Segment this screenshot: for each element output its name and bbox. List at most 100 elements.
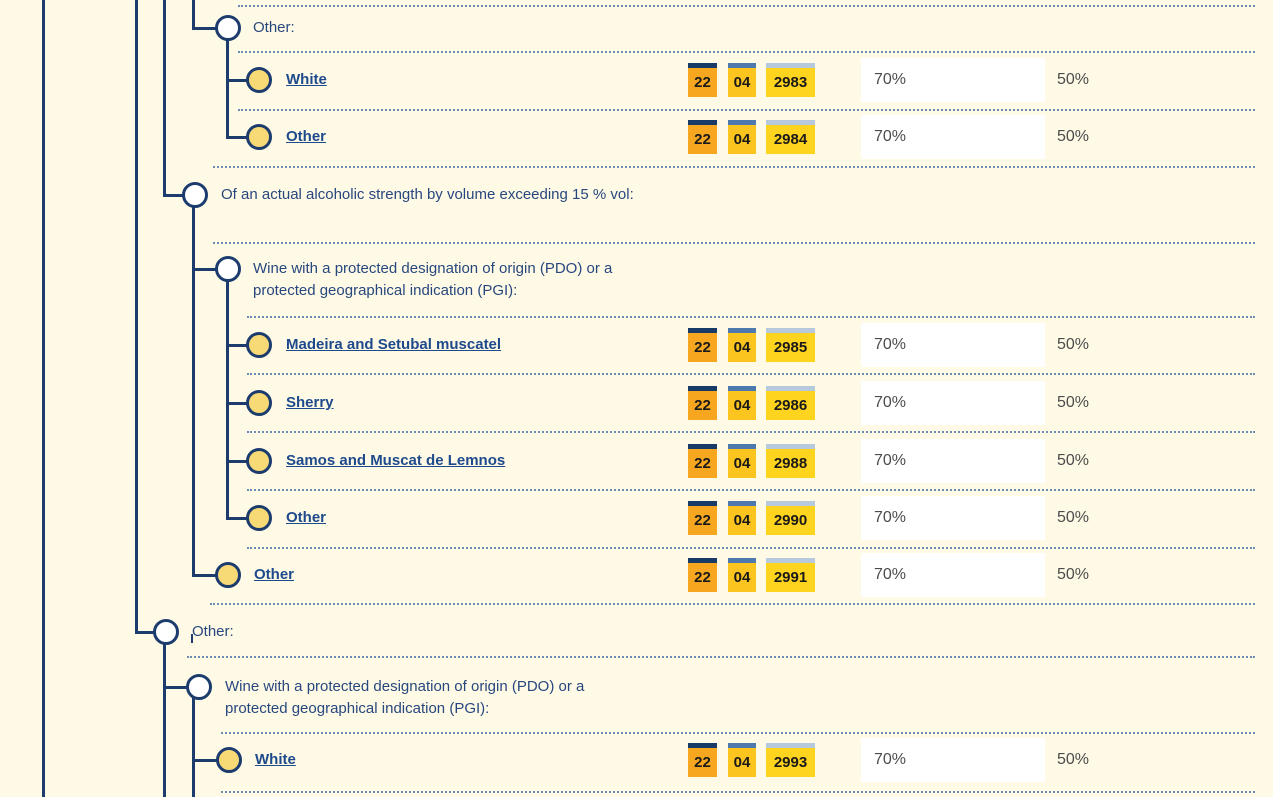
tree-node-bullet-sherry-2986 <box>246 390 272 416</box>
row-separator <box>247 316 1255 318</box>
badge-color-bar <box>728 743 756 748</box>
tree-node-toggle-pdo-pgi-2[interactable] <box>186 674 212 700</box>
preferential-rate: 50% <box>1057 452 1090 469</box>
tree-connector-elbow <box>226 402 248 405</box>
badge-color-bar <box>688 501 717 506</box>
node-label-pdo-pgi-1: Wine with a protected designation of ori… <box>253 260 613 299</box>
code-badge-subheading: 2983 <box>766 63 815 97</box>
preferential-rate: 50% <box>1057 566 1090 583</box>
badge-color-bar <box>688 120 717 125</box>
badge-color-bar <box>688 63 717 68</box>
code-badge-chapter: 22 <box>688 558 717 592</box>
preferential-rate: 50% <box>1057 509 1090 526</box>
tree-connector-line <box>192 0 195 30</box>
row-separator <box>187 656 1255 658</box>
node-link-other-2990[interactable]: Other <box>286 509 327 526</box>
duty-rate-cell: 70% <box>861 439 1045 483</box>
duty-rate-cell: 70% <box>861 553 1045 597</box>
badge-color-bar <box>728 328 756 333</box>
tree-node-toggle-exceeding-15-vol[interactable] <box>182 182 208 208</box>
tree-connector-elbow <box>192 574 216 577</box>
tree-connector-elbow <box>226 460 248 463</box>
code-badge-subheading: 2991 <box>766 558 815 592</box>
tree-connector-line <box>192 698 195 797</box>
code-badge-heading: 04 <box>728 743 756 777</box>
tree-node-bullet-madeira-2985 <box>246 332 272 358</box>
node-link-sherry-2986[interactable]: Sherry <box>286 394 334 411</box>
tree-connector-elbow <box>163 686 187 689</box>
badge-color-bar <box>728 120 756 125</box>
node-link-other-2984[interactable]: Other <box>286 128 327 145</box>
badge-color-bar <box>728 386 756 391</box>
tree-connector-elbow <box>163 194 184 197</box>
tree-connector-line <box>192 206 195 576</box>
tree-connector-line <box>226 40 229 139</box>
tree-node-toggle-other-top[interactable] <box>215 15 241 41</box>
duty-rate-cell: 70% <box>861 115 1045 159</box>
tree-connector-elbow <box>226 136 248 139</box>
duty-rate-cell: 70% <box>861 738 1045 782</box>
code-badge-chapter: 22 <box>688 63 717 97</box>
row-separator <box>210 603 1255 605</box>
code-badge-subheading: 2988 <box>766 444 815 478</box>
code-badge-subheading: 2984 <box>766 120 815 154</box>
tree-connector-line <box>226 280 229 520</box>
node-label-pdo-pgi-2: Wine with a protected designation of ori… <box>225 678 585 717</box>
node-link-samos-2988[interactable]: Samos and Muscat de Lemnos <box>286 452 506 469</box>
row-separator <box>247 489 1255 491</box>
tree-connector-elbow <box>192 268 216 271</box>
row-separator <box>238 109 1255 111</box>
code-badge-chapter: 22 <box>688 386 717 420</box>
tree-node-bullet-white-2993 <box>216 747 242 773</box>
code-badge-chapter: 22 <box>688 444 717 478</box>
badge-color-bar <box>766 501 815 506</box>
preferential-rate: 50% <box>1057 751 1090 768</box>
code-badge-heading: 04 <box>728 386 756 420</box>
tree-node-toggle-other-bottom[interactable] <box>153 619 179 645</box>
tree-connector-elbow <box>226 344 248 347</box>
duty-rate-cell: 70% <box>861 58 1045 102</box>
node-link-white-2983[interactable]: White <box>286 71 327 88</box>
badge-color-bar <box>728 558 756 563</box>
code-badge-heading: 04 <box>728 444 756 478</box>
code-badge-heading: 04 <box>728 328 756 362</box>
preferential-rate: 50% <box>1057 71 1090 88</box>
code-badge-heading: 04 <box>728 501 756 535</box>
tree-connector-line <box>135 0 138 633</box>
code-badge-subheading: 2990 <box>766 501 815 535</box>
node-link-other-2991[interactable]: Other <box>254 566 295 583</box>
node-link-madeira-2985[interactable]: Madeira and Setubal muscatel <box>286 336 502 353</box>
duty-rate-cell: 70% <box>861 496 1045 540</box>
tree-node-bullet-samos-2988 <box>246 448 272 474</box>
badge-color-bar <box>766 558 815 563</box>
badge-color-bar <box>688 386 717 391</box>
row-separator <box>247 547 1255 549</box>
code-badge-heading: 04 <box>728 63 756 97</box>
tree-connector-line <box>163 644 166 797</box>
text-caret <box>191 634 193 643</box>
badge-color-bar <box>766 743 815 748</box>
row-separator <box>221 791 1255 793</box>
node-link-white-2993[interactable]: White <box>255 751 296 768</box>
tree-node-bullet-other-2990 <box>246 505 272 531</box>
preferential-rate: 50% <box>1057 336 1090 353</box>
tree-connector-elbow <box>226 79 248 82</box>
row-separator <box>221 732 1255 734</box>
duty-rate-cell: 70% <box>861 381 1045 425</box>
preferential-rate: 50% <box>1057 394 1090 411</box>
badge-color-bar <box>728 501 756 506</box>
tree-connector-line <box>42 0 45 797</box>
badge-color-bar <box>766 63 815 68</box>
badge-color-bar <box>766 328 815 333</box>
tree-node-toggle-pdo-pgi-1[interactable] <box>215 256 241 282</box>
row-separator <box>213 242 1255 244</box>
tree-node-bullet-white-2983 <box>246 67 272 93</box>
tree-connector-elbow <box>135 631 154 634</box>
badge-color-bar <box>766 386 815 391</box>
code-badge-heading: 04 <box>728 558 756 592</box>
code-badge-heading: 04 <box>728 120 756 154</box>
badge-color-bar <box>766 444 815 449</box>
badge-color-bar <box>766 120 815 125</box>
row-separator <box>238 51 1255 53</box>
